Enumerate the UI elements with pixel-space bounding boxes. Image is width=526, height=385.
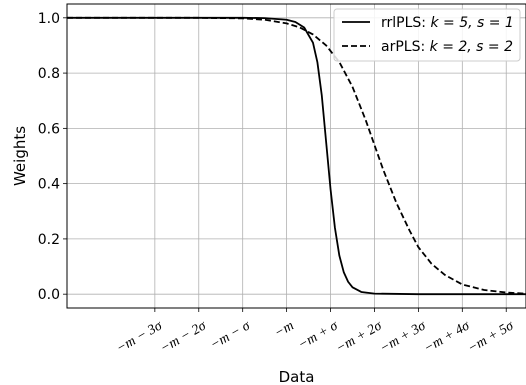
series-lines [67, 16, 526, 296]
legend-entry-label: rrlPLS: k = 5, s = 1 [381, 15, 514, 31]
y-axis-ticks: 0.0 0.2 0.4 0.6 0.8 1.0 [38, 11, 67, 303]
y-tick-label: 0.2 [38, 232, 60, 248]
x-axis-label: Data [279, 368, 315, 385]
y-tick-label: 0.4 [38, 177, 60, 193]
y-tick-label: 1.0 [38, 11, 60, 27]
y-axis-label: Weights [11, 126, 29, 186]
y-tick-label: 0.8 [38, 66, 60, 82]
legend: rrlPLS: k = 5, s = 1 arPLS: k = 2, s = 2 [333, 8, 521, 62]
legend-entry-label: arPLS: k = 2, s = 2 [381, 39, 513, 55]
legend-box [333, 8, 521, 62]
y-tick-label: 0.0 [38, 287, 60, 303]
plot-frame [66, 3, 526, 309]
rrlpls-series-line [67, 16, 526, 296]
y-tick-label: 0.6 [38, 121, 60, 137]
arpls-series-line [67, 16, 526, 295]
